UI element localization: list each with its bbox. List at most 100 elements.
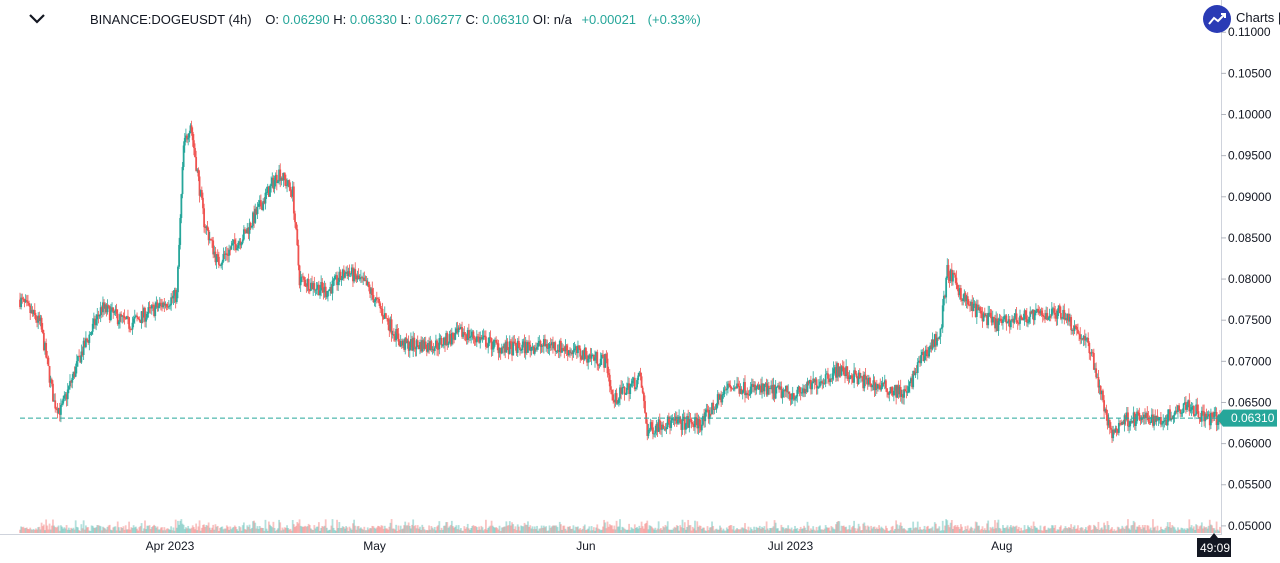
brand-text[interactable]: Charts |	[1236, 10, 1280, 25]
candle-body	[672, 418, 675, 420]
volume-bar	[1212, 528, 1215, 533]
candle-body	[873, 380, 876, 391]
candle-body	[700, 424, 703, 431]
volume-bar	[157, 529, 160, 533]
volume-bar	[178, 524, 180, 533]
volume-bar	[254, 522, 257, 533]
candle-body	[816, 386, 819, 389]
volume-bar	[1092, 524, 1095, 533]
y-tick-label: 0.07000	[1228, 354, 1272, 368]
volume-bar	[415, 528, 418, 533]
volume-bar	[182, 524, 185, 533]
volume-bar	[708, 527, 711, 533]
volume-bar	[1196, 525, 1199, 533]
volume-bar	[1000, 530, 1003, 533]
volume-bar	[812, 526, 815, 533]
candle-body	[858, 372, 861, 378]
candle-body	[541, 345, 544, 347]
volume-bar	[420, 529, 423, 533]
candle-body	[956, 285, 959, 289]
candle-body	[1149, 422, 1152, 424]
volume-bar	[1114, 530, 1117, 533]
candle-body	[789, 393, 792, 400]
volume-bar	[150, 527, 153, 533]
candle-body	[715, 403, 718, 410]
candle-body	[139, 320, 142, 323]
volume-bar	[160, 527, 162, 533]
volume-bar	[864, 525, 867, 533]
candle-body	[680, 422, 683, 430]
candle-body	[37, 315, 40, 323]
candle-body	[287, 180, 290, 186]
candle-body	[228, 249, 230, 256]
symbol-label[interactable]: BINANCE:DOGEUSDT (4h)	[90, 12, 252, 27]
volume-bar	[33, 530, 36, 533]
volume-bar	[145, 529, 148, 533]
volume-bar	[1017, 526, 1020, 533]
volume-bar	[320, 527, 323, 533]
candle-body	[983, 313, 986, 316]
candle-body	[914, 372, 917, 376]
volume-bar	[1198, 526, 1201, 533]
volume-bar	[1025, 528, 1028, 533]
volume-bar	[688, 525, 691, 533]
candle-body	[222, 253, 225, 262]
candle-body	[681, 418, 684, 430]
high-label: H:	[333, 12, 347, 27]
volume-bar	[583, 524, 586, 533]
candle-body	[327, 290, 329, 297]
volume-bar	[928, 528, 930, 533]
volume-bar	[557, 530, 560, 533]
trend-up-icon[interactable]	[1203, 5, 1231, 33]
candle-body	[210, 239, 212, 240]
volume-bar	[1133, 522, 1136, 533]
volume-bar	[63, 527, 66, 533]
volume-bar	[170, 526, 173, 533]
candle-body	[328, 289, 330, 291]
volume-bar	[840, 525, 843, 533]
candle-body	[186, 135, 188, 140]
volume-bar	[790, 527, 793, 533]
candle-body	[1011, 318, 1013, 321]
volume-bar	[1186, 528, 1188, 533]
candle-body	[383, 313, 386, 319]
candle-body	[523, 341, 526, 354]
candle-body	[321, 282, 324, 288]
volume-bar	[297, 523, 300, 533]
volume-bar	[227, 526, 229, 533]
volume-bar	[335, 530, 337, 533]
candle-body	[458, 327, 461, 330]
volume-bar	[782, 527, 785, 533]
candle-body	[419, 342, 421, 349]
candle-body	[880, 387, 883, 390]
candle-body	[1049, 315, 1052, 317]
candle-body	[1021, 317, 1024, 320]
candle-body	[32, 310, 35, 314]
y-tick-label: 0.09000	[1228, 190, 1272, 204]
candle-body	[1123, 415, 1126, 425]
volume-bar	[579, 528, 582, 533]
volume-bar	[1115, 530, 1118, 533]
volume-bar	[433, 527, 436, 533]
volume-bar	[919, 526, 921, 533]
candle-body	[240, 242, 243, 246]
candle-body	[1153, 416, 1155, 426]
price-axis[interactable]: 0.110000.105000.100000.095000.090000.085…	[1221, 25, 1272, 533]
candle-body	[124, 318, 127, 320]
candle-body	[589, 354, 592, 359]
volume-bar	[711, 521, 713, 533]
candle-body	[932, 339, 935, 347]
candle-body	[437, 349, 440, 350]
volume-bar	[1044, 525, 1046, 533]
candle-body	[355, 275, 358, 280]
candle-body	[1138, 412, 1141, 420]
volume-bar	[190, 527, 193, 533]
volume-bar	[21, 527, 24, 533]
volume-bar	[46, 525, 49, 533]
volume-bar	[746, 530, 749, 533]
chevron-down-icon[interactable]	[27, 9, 47, 29]
volume-bar	[460, 528, 462, 533]
candle-body	[270, 183, 273, 186]
